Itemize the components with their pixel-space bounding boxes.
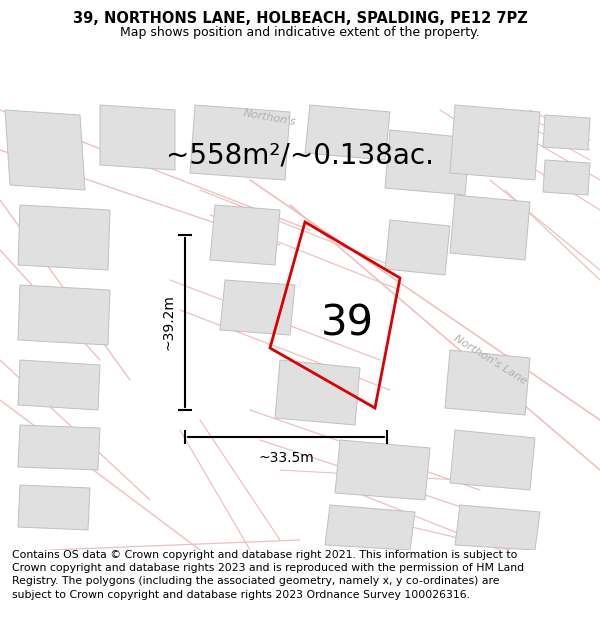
Polygon shape	[100, 105, 175, 170]
Polygon shape	[18, 205, 110, 270]
Polygon shape	[18, 425, 100, 470]
Polygon shape	[18, 285, 110, 345]
Polygon shape	[18, 485, 90, 530]
Text: Map shows position and indicative extent of the property.: Map shows position and indicative extent…	[120, 26, 480, 39]
Text: ~39.2m: ~39.2m	[161, 294, 175, 351]
Polygon shape	[543, 160, 590, 195]
Text: Northon's: Northon's	[243, 108, 297, 127]
Polygon shape	[450, 105, 540, 180]
Polygon shape	[335, 440, 430, 500]
Polygon shape	[385, 130, 470, 195]
Text: ~33.5m: ~33.5m	[258, 451, 314, 465]
Polygon shape	[220, 280, 295, 335]
Polygon shape	[543, 115, 590, 150]
Polygon shape	[190, 105, 290, 180]
Polygon shape	[5, 110, 85, 190]
Text: 39, NORTHONS LANE, HOLBEACH, SPALDING, PE12 7PZ: 39, NORTHONS LANE, HOLBEACH, SPALDING, P…	[73, 11, 527, 26]
Polygon shape	[18, 360, 100, 410]
Polygon shape	[450, 430, 535, 490]
Polygon shape	[445, 350, 530, 415]
Polygon shape	[385, 220, 450, 275]
Polygon shape	[305, 105, 390, 160]
Text: Contains OS data © Crown copyright and database right 2021. This information is : Contains OS data © Crown copyright and d…	[12, 550, 524, 599]
Text: 39: 39	[321, 303, 374, 345]
Polygon shape	[450, 195, 530, 260]
Text: Northon's Lane: Northon's Lane	[452, 334, 529, 386]
Polygon shape	[210, 205, 280, 265]
Text: ~558m²/~0.138ac.: ~558m²/~0.138ac.	[166, 141, 434, 169]
Polygon shape	[455, 505, 540, 550]
Polygon shape	[325, 505, 415, 550]
Polygon shape	[275, 360, 360, 425]
